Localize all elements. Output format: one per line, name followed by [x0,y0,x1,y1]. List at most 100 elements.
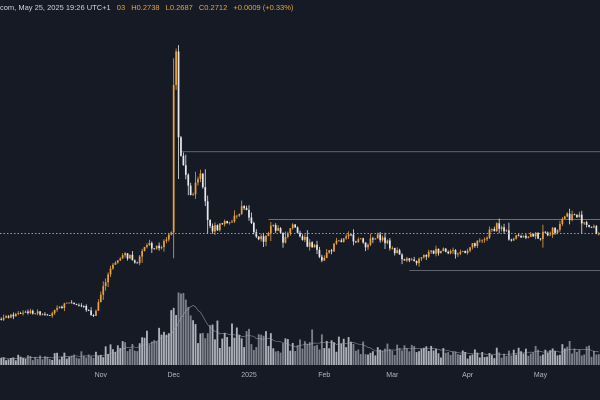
candle-body [294,224,297,228]
candle-body [427,251,430,257]
volume-bar [182,293,185,365]
volume-ma-line [1,304,599,360]
candle-body [379,234,382,241]
volume-bar [505,355,508,365]
volume-bar [27,355,29,365]
candle-body [508,230,510,240]
volume-bar [155,341,158,365]
candle-body [209,219,211,226]
candle-body [481,239,484,241]
candle-body [12,314,15,317]
candle-body [78,305,80,306]
volume-bar [226,337,229,365]
candle-body [163,240,165,248]
candle-body [133,260,136,263]
volume-bar [401,350,403,365]
candle-body [386,240,389,244]
candle-body [333,243,335,252]
candle-body [464,251,467,253]
volume-bar [58,359,61,365]
volume-bar [114,351,117,365]
candle-body [444,248,447,252]
candle-body [311,242,314,248]
volume-bar [31,360,34,365]
volume-bar [68,356,71,365]
volume-bar [272,348,275,365]
candle-body [126,253,129,259]
candle-body [97,302,100,311]
candle-body [148,243,151,246]
candle-body [546,232,549,236]
candle-body [99,294,102,303]
volume-bar [291,342,294,365]
volume-bar [568,341,571,365]
candle-body [17,313,20,315]
candle-body [505,230,508,232]
candle-body [216,225,219,231]
volume-bar [7,359,10,365]
candle-body [141,250,143,257]
candle-body [522,235,525,238]
volume-bar [265,331,267,365]
volume-bar [148,344,151,365]
volume-bar [296,345,299,365]
volume-bar [286,339,289,365]
candle-body [590,226,593,228]
candle-body [347,234,350,237]
candle-body [282,232,284,243]
candle-body [70,302,73,304]
candle-body [335,240,338,244]
x-tick-label: Apr [462,372,474,379]
header-title: com, May 25, 2025 19:26 UTC+1 [0,3,111,12]
x-tick-label: May [534,372,548,379]
volume-bar [369,352,372,365]
candle-body [31,310,34,314]
candle-body [85,305,88,311]
candle-body [303,236,306,240]
candle-body [286,233,289,237]
candle-body [92,314,95,316]
volume-bar [522,353,525,365]
candle-body [474,243,476,246]
candle-body [272,225,275,226]
candle-body [150,243,153,249]
volume-bar [95,351,97,365]
volume-bar [595,354,598,365]
candle-body [177,51,180,138]
candle-body [432,250,435,254]
volume-bar [515,354,518,365]
candle-body [595,226,598,234]
volume-bar [70,355,73,365]
volume-bar [342,338,345,365]
candle-body [583,222,586,224]
volume-bar [12,357,15,365]
candle-body [340,240,343,242]
candle-body [323,257,326,261]
volume-bar [228,346,231,365]
volume-bar [109,344,112,365]
candle-body [143,246,146,251]
volume-bar [381,350,384,365]
volume-bar [218,347,221,365]
candle-body [313,244,316,248]
volume-bar [184,299,187,365]
candle-body [184,165,187,175]
volume-bar [158,327,161,365]
volume-bar [466,358,469,365]
volume-bar [597,354,600,365]
candle-body [328,250,331,253]
volume-bar [165,334,168,365]
candle-body [588,224,590,227]
volume-bar [408,351,411,365]
volume-bar [464,352,467,365]
candle-body [223,221,226,225]
candle-body [250,217,253,223]
volume-bar [269,333,272,365]
candle-body [561,218,564,224]
volume-bar [279,352,282,365]
volume-bar [75,357,78,365]
candle-body [498,223,501,229]
candle-body [500,227,503,229]
